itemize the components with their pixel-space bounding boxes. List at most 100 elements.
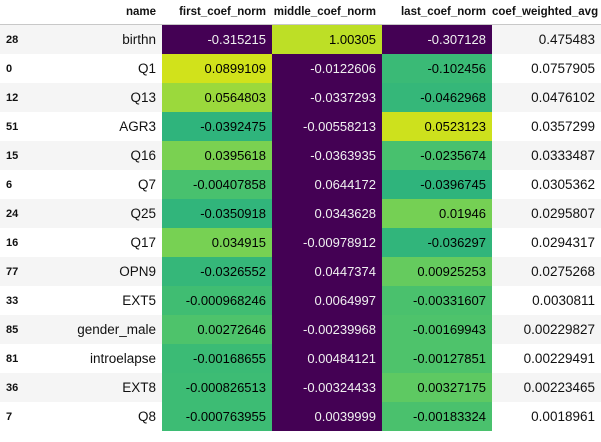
coef-weighted-avg-cell: 0.0295807	[492, 199, 601, 228]
last-coef-norm-cell: -0.00183324	[382, 402, 492, 431]
name-cell: EXT8	[44, 373, 162, 402]
name-cell: EXT5	[44, 286, 162, 315]
table-row: 24 Q25 -0.0350918 0.0343628 0.01946 0.0295807	[0, 199, 601, 228]
index-header	[0, 0, 44, 25]
middle-coef-norm-cell: -0.00558213	[272, 112, 382, 141]
table-row: 36 EXT8 -0.000826513 -0.00324433 0.00327175 0…	[0, 373, 601, 402]
table-row: 0 Q1 0.0899109 -0.0122606 -0.102456 0.0757905	[0, 54, 601, 83]
last-coef-norm-cell: 0.00327175	[382, 373, 492, 402]
first-coef-norm-cell: 0.00272646	[162, 315, 272, 344]
table-row: 12 Q13 0.0564803 -0.0337293 -0.0462968 0.0476…	[0, 83, 601, 112]
middle-coef-norm-cell: 1.00305	[272, 24, 382, 54]
last-coef-norm-cell: -0.0235674	[382, 141, 492, 170]
last-coef-norm-cell: -0.102456	[382, 54, 492, 83]
first-coef-norm-cell: 0.0564803	[162, 83, 272, 112]
first-coef-norm-cell: -0.315215	[162, 24, 272, 54]
name-cell: Q1	[44, 54, 162, 83]
name-cell: Q8	[44, 402, 162, 431]
first-coef-norm-cell: -0.0350918	[162, 199, 272, 228]
table-row: 51 AGR3 -0.0392475 -0.00558213 0.0523123 0.03…	[0, 112, 601, 141]
name-cell: Q16	[44, 141, 162, 170]
middle-coef-norm-cell: -0.0122606	[272, 54, 382, 83]
coef-weighted-avg-cell: 0.0333487	[492, 141, 601, 170]
last-coef-norm-cell: 0.00925253	[382, 257, 492, 286]
coef-weighted-avg-cell: 0.0357299	[492, 112, 601, 141]
coef-weighted-avg-cell: 0.0476102	[492, 83, 601, 112]
middle-coef-norm-cell: -0.00239968	[272, 315, 382, 344]
middle-coef-norm-cell: 0.0447374	[272, 257, 382, 286]
last-coef-norm-cell: -0.036297	[382, 228, 492, 257]
table-row: 28 birthn -0.315215 1.00305 -0.307128 0.47548…	[0, 24, 601, 54]
table-row: 81 introelapse -0.00168655 0.00484121 -0.001…	[0, 344, 601, 373]
table-row: 77 OPN9 -0.0326552 0.0447374 0.00925253 0.027…	[0, 257, 601, 286]
row-index: 16	[0, 228, 44, 257]
first-coef-norm-cell: -0.00407858	[162, 170, 272, 199]
middle-coef-norm-cell: 0.00484121	[272, 344, 382, 373]
row-index: 7	[0, 402, 44, 431]
name-cell: birthn	[44, 24, 162, 54]
middle-coef-norm-cell: 0.0064997	[272, 286, 382, 315]
middle-coef-norm-cell: -0.00324433	[272, 373, 382, 402]
coefficient-table: name first_coef_norm middle_coef_norm la…	[0, 0, 601, 431]
coef-weighted-avg-cell: 0.0275268	[492, 257, 601, 286]
row-index: 12	[0, 83, 44, 112]
name-cell: AGR3	[44, 112, 162, 141]
table-row: 16 Q17 0.034915 -0.00978912 -0.036297 0.02943…	[0, 228, 601, 257]
middle-coef-norm-cell: 0.0644172	[272, 170, 382, 199]
last-coef-norm-cell: 0.01946	[382, 199, 492, 228]
row-index: 51	[0, 112, 44, 141]
row-index: 85	[0, 315, 44, 344]
row-index: 77	[0, 257, 44, 286]
last-coef-norm-cell: -0.00127851	[382, 344, 492, 373]
middle-coef-norm-cell: -0.0337293	[272, 83, 382, 112]
middle-coef-norm-cell: -0.00978912	[272, 228, 382, 257]
last-coef-norm-cell: -0.0396745	[382, 170, 492, 199]
first-coef-norm-cell: 0.0395618	[162, 141, 272, 170]
first-coef-norm-header: first_coef_norm	[162, 0, 272, 25]
row-index: 33	[0, 286, 44, 315]
coef-weighted-avg-cell: 0.00229491	[492, 344, 601, 373]
header-row: name first_coef_norm middle_coef_norm la…	[0, 0, 601, 25]
row-index: 36	[0, 373, 44, 402]
table-row: 6 Q7 -0.00407858 0.0644172 -0.0396745 0.03053…	[0, 170, 601, 199]
coef-weighted-avg-cell: 0.0018961	[492, 402, 601, 431]
table-row: 7 Q8 -0.000763955 0.0039999 -0.00183324 0.001…	[0, 402, 601, 431]
coef-weighted-avg-cell: 0.00229827	[492, 315, 601, 344]
row-index: 6	[0, 170, 44, 199]
coef-weighted-avg-cell: 0.0294317	[492, 228, 601, 257]
last-coef-norm-cell: -0.00331607	[382, 286, 492, 315]
row-index: 15	[0, 141, 44, 170]
name-cell: introelapse	[44, 344, 162, 373]
first-coef-norm-cell: 0.0899109	[162, 54, 272, 83]
coef-weighted-avg-cell: 0.0030811	[492, 286, 601, 315]
last-coef-norm-cell: -0.307128	[382, 24, 492, 54]
row-index: 81	[0, 344, 44, 373]
first-coef-norm-cell: 0.034915	[162, 228, 272, 257]
table-row: 33 EXT5 -0.000968246 0.0064997 -0.00331607 0.…	[0, 286, 601, 315]
last-coef-norm-cell: -0.0462968	[382, 83, 492, 112]
first-coef-norm-cell: -0.000763955	[162, 402, 272, 431]
last-coef-norm-cell: -0.00169943	[382, 315, 492, 344]
row-index: 24	[0, 199, 44, 228]
name-cell: Q25	[44, 199, 162, 228]
coef-weighted-avg-cell: 0.0305362	[492, 170, 601, 199]
coef-weighted-avg-header: coef_weighted_avg	[492, 0, 601, 25]
first-coef-norm-cell: -0.0326552	[162, 257, 272, 286]
first-coef-norm-cell: -0.000968246	[162, 286, 272, 315]
row-index: 28	[0, 24, 44, 54]
middle-coef-norm-cell: 0.0343628	[272, 199, 382, 228]
table-row: 15 Q16 0.0395618 -0.0363935 -0.0235674 0.0333…	[0, 141, 601, 170]
last-coef-norm-cell: 0.0523123	[382, 112, 492, 141]
name-header: name	[44, 0, 162, 25]
last-coef-norm-header: last_coef_norm	[382, 0, 492, 25]
table-row: 85 gender_male 0.00272646 -0.00239968 -0.001…	[0, 315, 601, 344]
first-coef-norm-cell: -0.00168655	[162, 344, 272, 373]
coef-weighted-avg-cell: 0.0757905	[492, 54, 601, 83]
first-coef-norm-cell: -0.0392475	[162, 112, 272, 141]
name-cell: Q7	[44, 170, 162, 199]
middle-coef-norm-cell: -0.0363935	[272, 141, 382, 170]
name-cell: OPN9	[44, 257, 162, 286]
middle-coef-norm-header: middle_coef_norm	[272, 0, 382, 25]
name-cell: Q13	[44, 83, 162, 112]
row-index: 0	[0, 54, 44, 83]
